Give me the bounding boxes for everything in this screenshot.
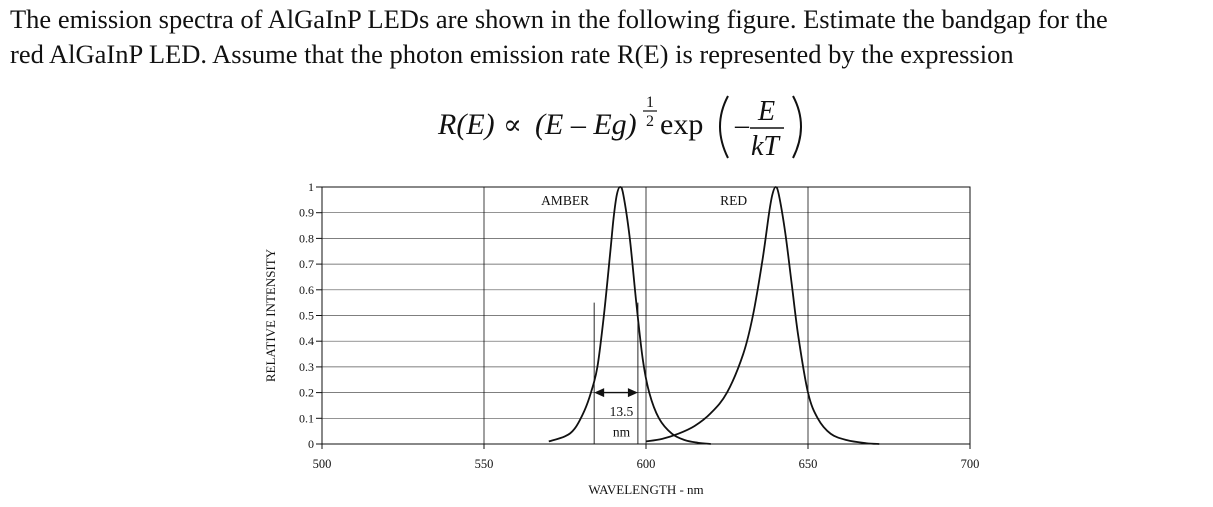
- x-tick-label: 550: [475, 457, 494, 471]
- y-tick-label: 0.6: [299, 283, 314, 297]
- y-tick-label: 1: [308, 180, 314, 194]
- problem-line-1: The emission spectra of AlGaInP LEDs are…: [10, 4, 1108, 34]
- y-tick-label: 0.1: [299, 411, 314, 425]
- chart-grid: [321, 186, 971, 445]
- equation-left-paren: [719, 95, 729, 159]
- annotation-label: nm: [613, 425, 631, 440]
- equation-right-paren: [792, 95, 802, 159]
- width-marker-arrowhead-left: [594, 388, 605, 398]
- chart-labels: AMBER RED 13.5 nm WAVELENGTH - nm RELATIVE IN…: [263, 193, 747, 497]
- emission-rate-equation: R(E) ∝ (E – Eg) 1 2 exp – E kT: [437, 94, 802, 162]
- equation-minus: –: [734, 110, 750, 141]
- y-tick-label: 0.3: [299, 360, 314, 374]
- axis-ticks: 0 0.1 0.2 0.3 0.4 0.5 0.6 0.7 0.8 0.9 1 500 550 600 65…: [299, 180, 979, 471]
- y-tick-label: 0.2: [299, 386, 314, 400]
- equation-exponent-denominator: 2: [646, 113, 654, 130]
- problem-line-2: red AlGaInP LED. Assume that the photon …: [10, 39, 1014, 69]
- series-line-amber: [548, 186, 711, 445]
- x-tick-label: 500: [313, 457, 332, 471]
- annotation-label: 13.5: [610, 404, 634, 419]
- y-axis-title: RELATIVE INTENSITY: [263, 248, 278, 382]
- y-tick-label: 0.5: [299, 309, 314, 323]
- x-tick-label: 700: [961, 457, 980, 471]
- y-tick-label: 0.4: [299, 334, 314, 348]
- equation-fraction-numerator: E: [757, 96, 775, 127]
- equation-exp-function: exp: [660, 108, 703, 141]
- y-tick-label: 0.9: [299, 206, 314, 220]
- series-label-red: RED: [720, 193, 747, 208]
- equation-fraction-denominator: kT: [751, 131, 781, 162]
- series-label-amber: AMBER: [541, 193, 589, 208]
- y-tick-label: 0.8: [299, 231, 314, 245]
- equation-exponent-numerator: 1: [646, 94, 654, 111]
- width-marker-arrowhead-right: [627, 388, 638, 398]
- equation-base: (E – Eg): [535, 108, 637, 141]
- x-tick-label: 600: [637, 457, 656, 471]
- emission-spectra-chart: 0 0.1 0.2 0.3 0.4 0.5 0.6 0.7 0.8 0.9 1 500 550 600 65…: [263, 180, 979, 497]
- series-lines: [548, 186, 880, 445]
- equation-lhs: R(E): [437, 108, 495, 141]
- y-tick-label: 0: [308, 437, 314, 451]
- y-tick-label: 0.7: [299, 257, 314, 271]
- x-tick-label: 650: [799, 457, 818, 471]
- x-axis-title: WAVELENGTH - nm: [588, 482, 703, 497]
- problem-statement: The emission spectra of AlGaInP LEDs are…: [10, 2, 1210, 72]
- series-line-red: [645, 186, 880, 445]
- equation-proportional-symbol: ∝: [503, 110, 522, 141]
